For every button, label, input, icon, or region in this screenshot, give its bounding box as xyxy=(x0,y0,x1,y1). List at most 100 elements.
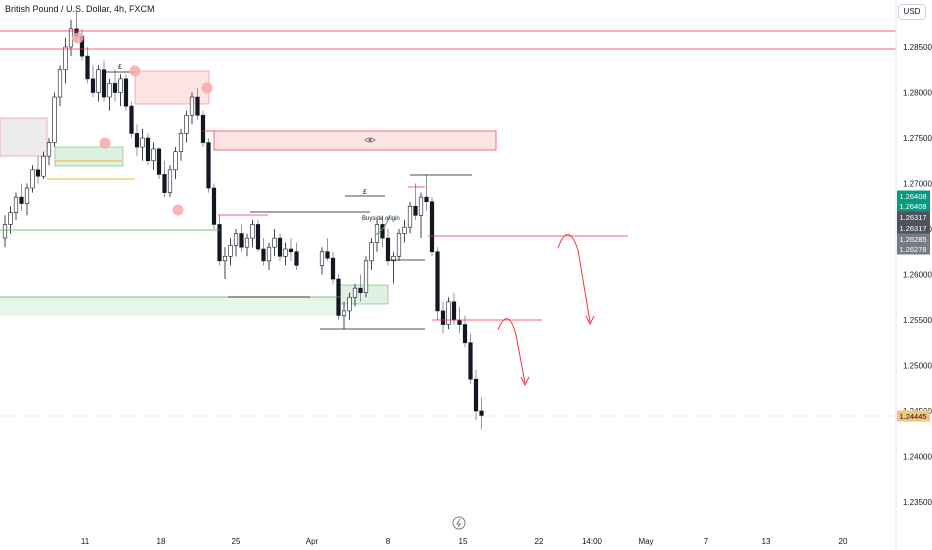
candle-body xyxy=(479,410,484,416)
ote-label: £ xyxy=(118,64,122,71)
price-label: 1.26285 xyxy=(899,235,926,244)
candle-body xyxy=(244,237,250,248)
candle-body xyxy=(46,142,52,157)
candle-body xyxy=(107,83,112,98)
candle-body xyxy=(68,28,74,48)
price-label-bg xyxy=(897,222,930,234)
price-label-bg xyxy=(897,200,930,212)
candle-body xyxy=(13,196,19,213)
candle-body xyxy=(266,246,272,262)
candle-body xyxy=(462,324,468,344)
candle-body xyxy=(272,237,277,248)
candle-body xyxy=(217,224,222,262)
price-label: 1.26408 xyxy=(899,202,926,211)
candle-body xyxy=(341,310,347,316)
candle-body xyxy=(41,155,46,177)
price-label: 1.26317 xyxy=(899,213,926,222)
candle-body xyxy=(178,133,184,152)
candle-body xyxy=(145,137,151,162)
candle-body xyxy=(319,251,325,266)
currency-button[interactable]: USD xyxy=(898,4,926,20)
swing-high-marker xyxy=(72,32,84,44)
green-curve xyxy=(374,214,391,236)
candle-body xyxy=(118,78,123,93)
swing-high-marker xyxy=(201,82,213,94)
y-tick-label: 1.23500 xyxy=(903,498,932,507)
price-label-bg xyxy=(897,410,930,422)
candle-body xyxy=(19,196,24,204)
candle-body xyxy=(325,251,330,259)
candle-body xyxy=(35,169,41,177)
x-tick-label: 7 xyxy=(704,537,709,546)
candle-body xyxy=(413,205,418,216)
candle-body xyxy=(468,342,473,380)
candle-body xyxy=(435,251,440,312)
candle-body xyxy=(156,148,162,175)
price-axis[interactable]: 1.285001.280001.275001.270001.265001.260… xyxy=(903,43,932,507)
swing-low-marker xyxy=(172,204,184,216)
candle-body xyxy=(173,151,178,171)
candle-body xyxy=(288,248,294,253)
candle-body xyxy=(222,255,228,262)
price-label: 1.26317 xyxy=(899,224,926,233)
swing-low-marker xyxy=(99,137,111,149)
chart-drawings: £ £ Buyside origin xyxy=(0,30,896,417)
price-label: 1.24445 xyxy=(899,412,926,421)
candle-body xyxy=(57,69,63,98)
candle-body xyxy=(239,233,244,248)
x-tick-label: 22 xyxy=(535,537,544,546)
candle-series xyxy=(2,10,484,430)
candle-body xyxy=(407,205,413,228)
candle-body xyxy=(30,169,35,189)
price-label: 1.26408 xyxy=(899,192,926,201)
price-label-bg xyxy=(897,190,930,202)
symbol-title: British Pound / U.S. Dollar, 4h, FXCM xyxy=(5,4,155,14)
candle-body xyxy=(277,237,283,257)
candle-body xyxy=(330,257,336,280)
x-tick-label: Apr xyxy=(306,537,319,546)
candle-body xyxy=(250,224,255,239)
demand-zone-bottom xyxy=(0,297,340,316)
candle-body xyxy=(347,296,352,312)
price-label: 1.26278 xyxy=(899,245,926,254)
x-tick-label: 11 xyxy=(81,537,90,546)
x-tick-label: 13 xyxy=(762,537,771,546)
candle-body xyxy=(96,69,101,93)
y-tick-label: 1.25500 xyxy=(903,316,932,325)
ote-label: £ xyxy=(363,189,367,196)
x-tick-label: May xyxy=(638,537,653,546)
candle-body xyxy=(369,242,374,262)
candle-body xyxy=(402,226,407,234)
candle-body xyxy=(123,78,129,107)
candle-body xyxy=(200,114,206,143)
eye-icon-pupil xyxy=(368,138,372,142)
candle-body xyxy=(429,201,435,253)
y-tick-label: 1.24000 xyxy=(903,453,932,462)
candle-body xyxy=(206,142,211,189)
y-tick-label: 1.27500 xyxy=(903,134,932,143)
candle-body xyxy=(424,196,429,202)
candle-body xyxy=(8,212,13,225)
price-label-bg xyxy=(897,233,930,245)
candle-body xyxy=(391,255,396,262)
candle-body xyxy=(63,46,68,71)
candle-body xyxy=(24,187,30,204)
projection-arrow-1 xyxy=(557,234,591,323)
x-tick-label: 14:00 xyxy=(582,537,603,546)
swing-high-marker xyxy=(129,65,141,77)
candle-body xyxy=(129,105,134,134)
candle-body xyxy=(396,233,402,257)
x-tick-label: 18 xyxy=(157,537,166,546)
demand-zone-left xyxy=(54,146,124,167)
replay-icon[interactable] xyxy=(452,516,466,530)
x-tick-label: 15 xyxy=(459,537,468,546)
price-label-bg xyxy=(897,243,930,255)
chart-zones xyxy=(0,70,497,316)
candle-body xyxy=(184,114,189,134)
time-axis[interactable]: 11 18 25 Apr 8 15 22 14:00 May 7 13 20 xyxy=(81,537,848,546)
x-tick-label: 20 xyxy=(839,537,848,546)
candle-body xyxy=(134,133,140,148)
candle-body xyxy=(195,96,200,116)
eye-icon xyxy=(364,137,376,143)
